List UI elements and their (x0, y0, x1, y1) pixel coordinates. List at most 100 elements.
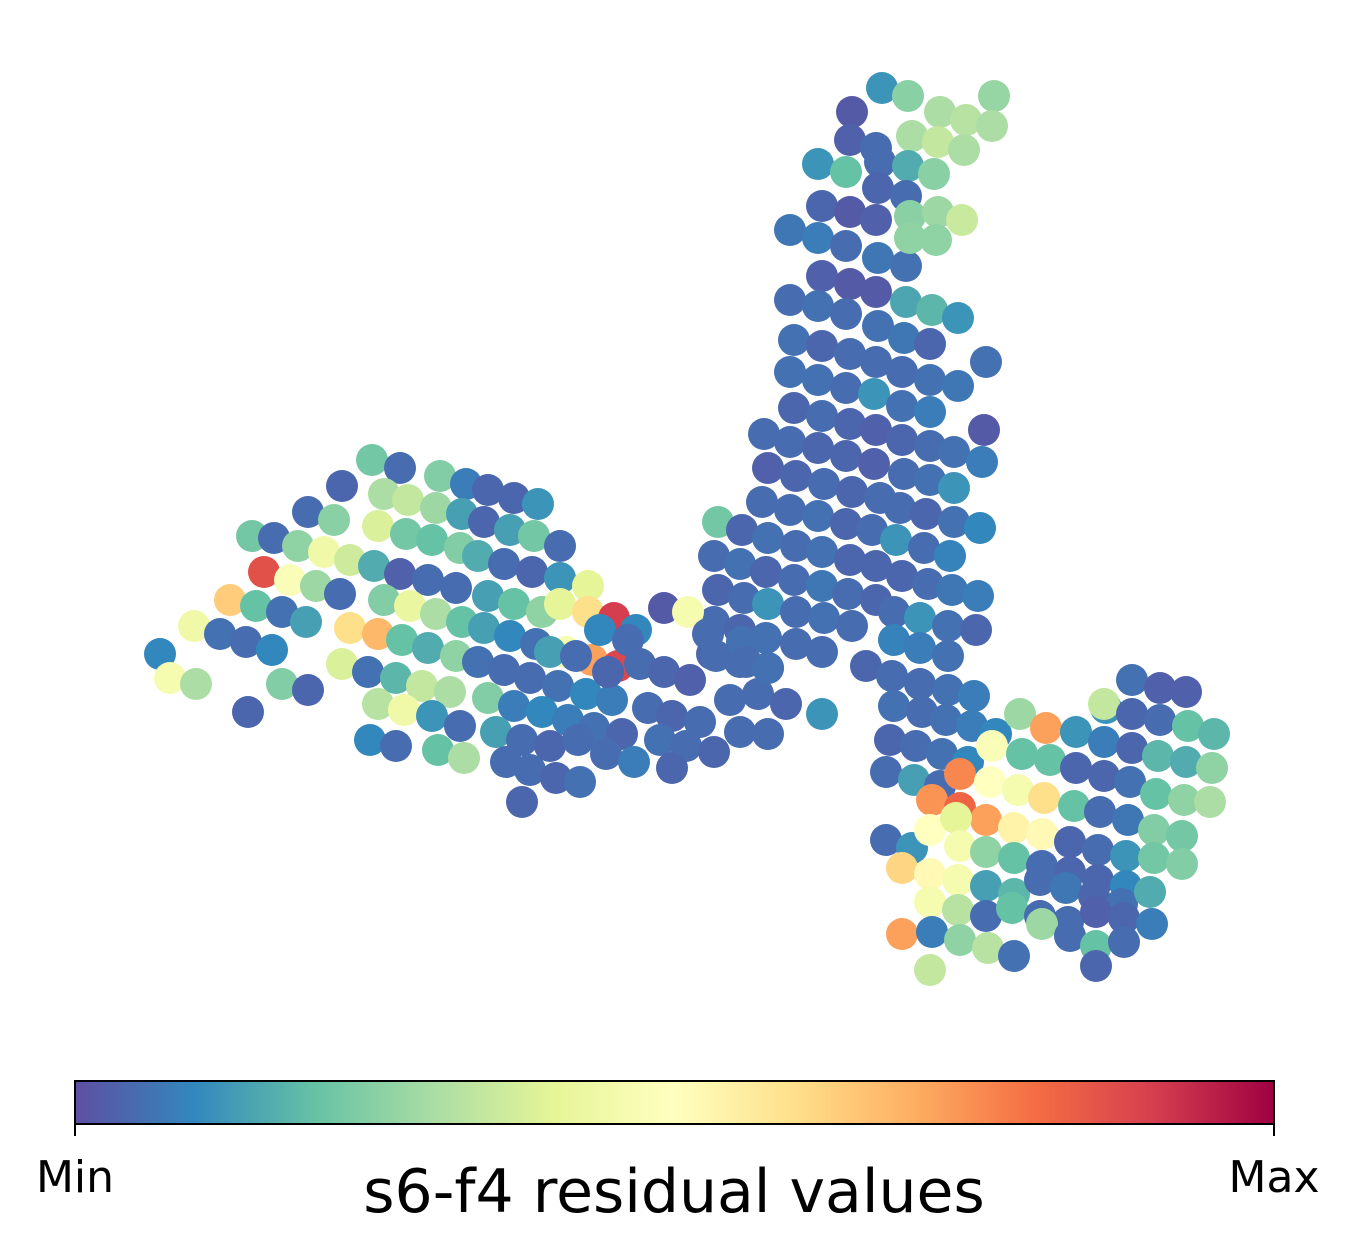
scatter-point (700, 640, 732, 672)
scatter-point (544, 530, 576, 562)
scatter-point (942, 370, 974, 402)
scatter-point (448, 742, 480, 774)
scatter-point (462, 540, 494, 572)
scatter-point (648, 592, 680, 624)
scatter-point (1172, 710, 1204, 742)
scatter-point (968, 414, 1000, 446)
scatter-point (780, 596, 812, 628)
scatter-point (498, 482, 530, 514)
scatter-point (232, 696, 264, 728)
scatter-point (774, 356, 806, 388)
scatter-point (544, 588, 576, 620)
scatter-point (896, 120, 928, 152)
scatter-point (950, 104, 982, 136)
scatter-point (542, 670, 574, 702)
scatter-point (1058, 790, 1090, 822)
scatter-point (870, 756, 902, 788)
scatter-point (1114, 766, 1146, 798)
scatter-point (830, 372, 862, 404)
scatter-point (914, 886, 946, 918)
scatter-point (388, 694, 420, 726)
scatter-point (334, 612, 366, 644)
scatter-point (1138, 814, 1170, 846)
scatter-point (862, 172, 894, 204)
scatter-point (644, 724, 676, 756)
scatter-point (944, 758, 976, 790)
scatter-point (516, 556, 548, 588)
scatter-point (904, 668, 936, 700)
scatter-point (498, 588, 530, 620)
scatter-point (806, 570, 838, 602)
scatter-point (1194, 786, 1226, 818)
scatter-point (834, 196, 866, 228)
scatter-point (724, 548, 756, 580)
scatter-point (444, 710, 476, 742)
scatter-point (1030, 712, 1062, 744)
scatter-point (1088, 688, 1120, 720)
scatter-point (802, 500, 834, 532)
scatter-point (468, 612, 500, 644)
scatter-point (884, 492, 916, 524)
scatter-point (562, 724, 594, 756)
scatter-point (748, 418, 780, 450)
scatter-point (292, 674, 324, 706)
scatter-point (978, 80, 1010, 112)
scatter-point (938, 506, 970, 538)
scatter-point (354, 724, 386, 756)
colorbar: Min Max s6-f4 residual values (36, 1080, 1319, 1227)
scatter-point (1080, 950, 1112, 982)
scatter-point (362, 688, 394, 720)
scatter-point (256, 634, 288, 666)
scatter-point (230, 626, 262, 658)
scatter-point (830, 440, 862, 472)
scatter-point (890, 286, 922, 318)
scatter-point (178, 610, 210, 642)
scatter-point (774, 284, 806, 316)
scatter-point (864, 146, 896, 178)
scatter-point (920, 224, 952, 256)
scatter-point (958, 680, 990, 712)
scatter-point (930, 704, 962, 736)
scatter-point (1166, 820, 1198, 852)
scatter-point (752, 588, 784, 620)
scatter-point (702, 574, 734, 606)
scatter-point (886, 852, 918, 884)
scatter-point (892, 80, 924, 112)
scatter-point (1170, 676, 1202, 708)
scatter-point (964, 512, 996, 544)
scatter-point (564, 766, 596, 798)
scatter-point (1084, 796, 1116, 828)
scatter-point (834, 268, 866, 300)
scatter-point (380, 662, 412, 694)
scatter-point (894, 200, 926, 232)
scatter-point (976, 730, 1008, 762)
scatter-point (998, 842, 1030, 874)
scatter-point (380, 730, 412, 762)
scatter-point (778, 564, 810, 596)
scatter-point (1110, 840, 1142, 872)
scatter-point (934, 540, 966, 572)
scatter-point (1166, 848, 1198, 880)
scatter-point (612, 624, 644, 656)
scatter-point (390, 518, 422, 550)
scatter-point (144, 638, 176, 670)
scatter-point (584, 614, 616, 646)
scatter-point (534, 730, 566, 762)
scatter-point (970, 804, 1002, 836)
scatter-point (970, 346, 1002, 378)
scatter-point (1170, 746, 1202, 778)
scatter-point (368, 584, 400, 616)
scatter-point (412, 632, 444, 664)
scatter-point (858, 448, 890, 480)
scatter-point (468, 506, 500, 538)
scatter-point (890, 250, 922, 282)
scatter-point (836, 96, 868, 128)
scatter-point (488, 654, 520, 686)
scatter-point (326, 470, 358, 502)
scatter-point (726, 514, 758, 546)
colorbar-gradient (74, 1080, 1275, 1125)
scatter-point (774, 214, 806, 246)
scatter-point (318, 504, 350, 536)
scatter-point (518, 520, 550, 552)
scatter-point (1144, 704, 1176, 736)
